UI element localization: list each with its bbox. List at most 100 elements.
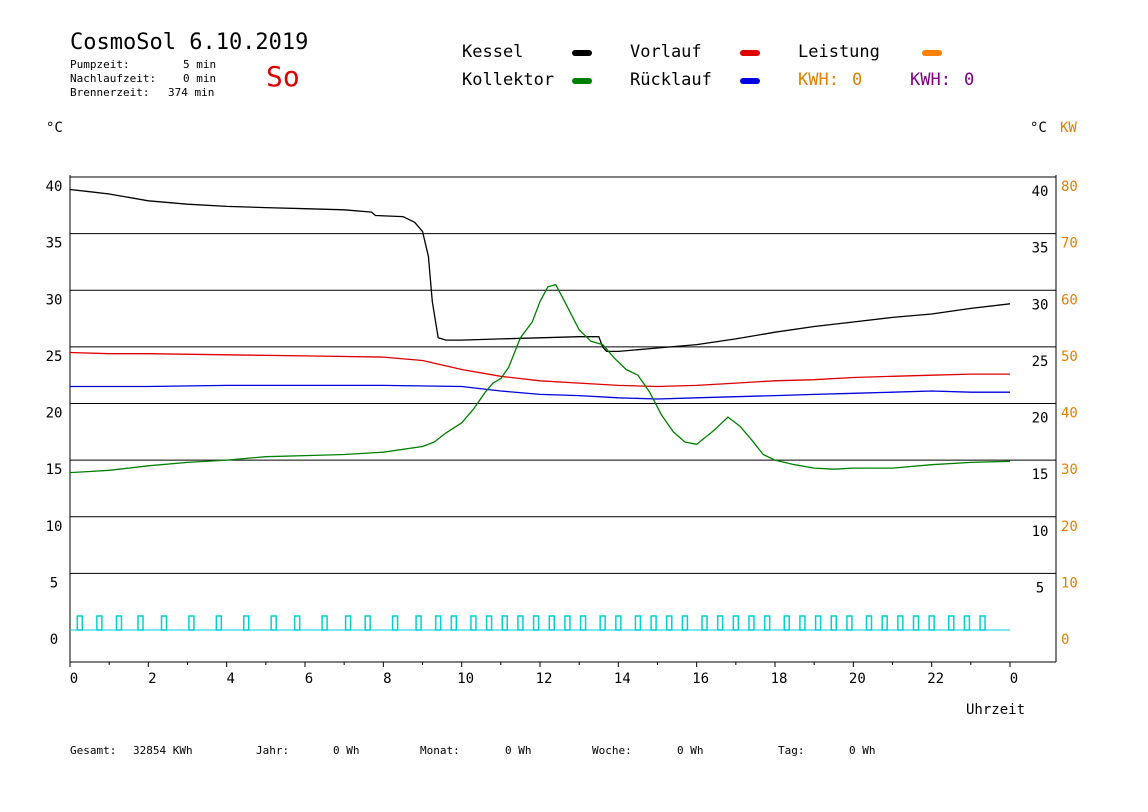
y-tick-left-20: 20 [46, 406, 63, 422]
stat-pumpzeit-label: Pumpzeit: [70, 58, 130, 71]
pump-on-marker-24 [579, 615, 587, 631]
y-tick-right-25: 25 [1032, 354, 1049, 370]
footer-jahr-label: Jahr: [256, 744, 290, 757]
y-tick-kw-80: 80 [1061, 179, 1078, 195]
pump-on-marker-1 [96, 615, 103, 631]
pump-on-marker-35 [763, 615, 771, 631]
legend-swatch-kessel [572, 50, 592, 56]
stat-pumpzeit-value: 5 min [183, 58, 217, 71]
pump-on-marker-39 [830, 615, 837, 631]
weekday-label: So [266, 60, 300, 93]
pump-on-marker-23 [564, 615, 571, 631]
y-tick-kw-70: 70 [1061, 236, 1078, 252]
footer-jahr-value: 0 Wh [333, 744, 360, 757]
kwh-value-2: 0 [964, 70, 975, 90]
pump-on-marker-43 [897, 615, 904, 631]
legend-swatch-kollektor [572, 78, 592, 84]
footer-gesamt-value: 32854 KWh [133, 744, 193, 757]
y-tick-right-35: 35 [1032, 241, 1049, 257]
pump-on-marker-6 [215, 615, 223, 631]
y-tick-kw-30: 30 [1061, 462, 1078, 478]
x-tick-label-12: 0 [1010, 671, 1018, 687]
y-tick-left-25: 25 [46, 349, 63, 365]
x-axis-label: Uhrzeit [966, 702, 1026, 718]
stat-brennerzeit-label: Brennerzeit: [70, 86, 150, 99]
x-tick-label-11: 22 [927, 671, 944, 687]
pump-on-marker-5 [188, 615, 195, 631]
pump-on-marker-28 [650, 615, 657, 631]
pump-on-marker-48 [979, 615, 986, 631]
pump-on-marker-9 [293, 615, 301, 631]
pump-on-marker-31 [701, 615, 708, 631]
y-tick-right-15: 15 [1032, 467, 1049, 483]
x-tick-label-0: 0 [70, 671, 78, 687]
pump-on-marker-20 [517, 615, 524, 631]
pump-on-marker-37 [799, 615, 806, 631]
legend-label-kollektor: Kollektor [462, 70, 555, 90]
x-tick-label-8: 16 [692, 671, 709, 687]
y-tick-kw-50: 50 [1061, 349, 1078, 365]
pump-on-marker-14 [415, 615, 422, 631]
pump-on-marker-30 [681, 615, 689, 631]
y-tick-left-15: 15 [46, 462, 63, 478]
page-title: CosmoSol 6.10.2019 [70, 30, 309, 55]
x-tick-label-9: 18 [771, 671, 788, 687]
stat-nachlaufzeit-value: 0 min [183, 72, 217, 85]
y-axis-unit-kw: KW [1060, 120, 1077, 136]
x-tick-label-6: 12 [536, 671, 553, 687]
footer-monat-value: 0 Wh [505, 744, 532, 757]
pump-on-marker-27 [634, 615, 642, 631]
x-tick-label-3: 6 [305, 671, 313, 687]
x-tick-label-7: 14 [614, 671, 631, 687]
y-axis-unit-left: °C [46, 120, 63, 136]
footer-woche-label: Woche: [592, 744, 632, 757]
x-tick-label-2: 4 [226, 671, 234, 687]
x-tick-label-1: 2 [148, 671, 156, 687]
pump-on-marker-33 [732, 615, 740, 631]
pump-on-marker-0 [76, 615, 84, 631]
pump-on-marker-17 [470, 615, 477, 631]
legend-label-ruecklauf: Rücklauf [630, 70, 712, 90]
footer-tag-label: Tag: [778, 744, 805, 757]
y-tick-right-40: 40 [1032, 184, 1049, 200]
y-tick-right-20: 20 [1032, 411, 1049, 427]
y-tick-kw-20: 20 [1061, 519, 1078, 535]
x-tick-label-4: 8 [383, 671, 391, 687]
legend-swatch-ruecklauf [740, 78, 760, 84]
pump-on-marker-29 [666, 615, 673, 631]
pump-on-marker-3 [137, 615, 144, 631]
pump-on-marker-36 [783, 615, 790, 631]
y-tick-kw-10: 10 [1061, 575, 1078, 591]
pump-on-marker-8 [270, 615, 277, 631]
pump-on-marker-34 [748, 615, 755, 631]
x-tick-label-10: 20 [849, 671, 866, 687]
pump-on-marker-4 [160, 615, 168, 631]
legend-swatch-vorlauf [740, 50, 760, 56]
footer-tag-value: 0 Wh [849, 744, 876, 757]
pump-on-marker-7 [243, 615, 250, 631]
y-tick-kw-60: 60 [1061, 292, 1078, 308]
pump-on-marker-25 [599, 615, 606, 631]
legend-label-kessel: Kessel [462, 42, 524, 62]
kwh-value-1: 0 [852, 70, 863, 90]
stat-nachlaufzeit-label: Nachlaufzeit: [70, 72, 157, 85]
pump-on-marker-10 [321, 615, 328, 631]
pump-on-marker-12 [364, 615, 371, 631]
pump-on-marker-44 [912, 615, 920, 631]
y-tick-right-10: 10 [1032, 524, 1049, 540]
pump-on-marker-22 [548, 615, 555, 631]
y-tick-left-30: 30 [46, 292, 63, 308]
pump-on-marker-32 [716, 615, 724, 631]
y-tick-left-5: 5 [50, 575, 58, 591]
pump-on-marker-16 [450, 615, 458, 631]
pump-on-marker-18 [485, 615, 493, 631]
pump-on-marker-42 [881, 615, 888, 631]
series-line-vorlauf [69, 351, 1010, 388]
y-tick-right-30: 30 [1032, 297, 1049, 313]
pump-on-marker-19 [501, 615, 508, 631]
pump-on-marker-38 [814, 615, 822, 631]
series-line-kollektor [69, 283, 1011, 474]
y-tick-left-40: 40 [46, 179, 63, 195]
pump-on-marker-15 [434, 615, 442, 631]
